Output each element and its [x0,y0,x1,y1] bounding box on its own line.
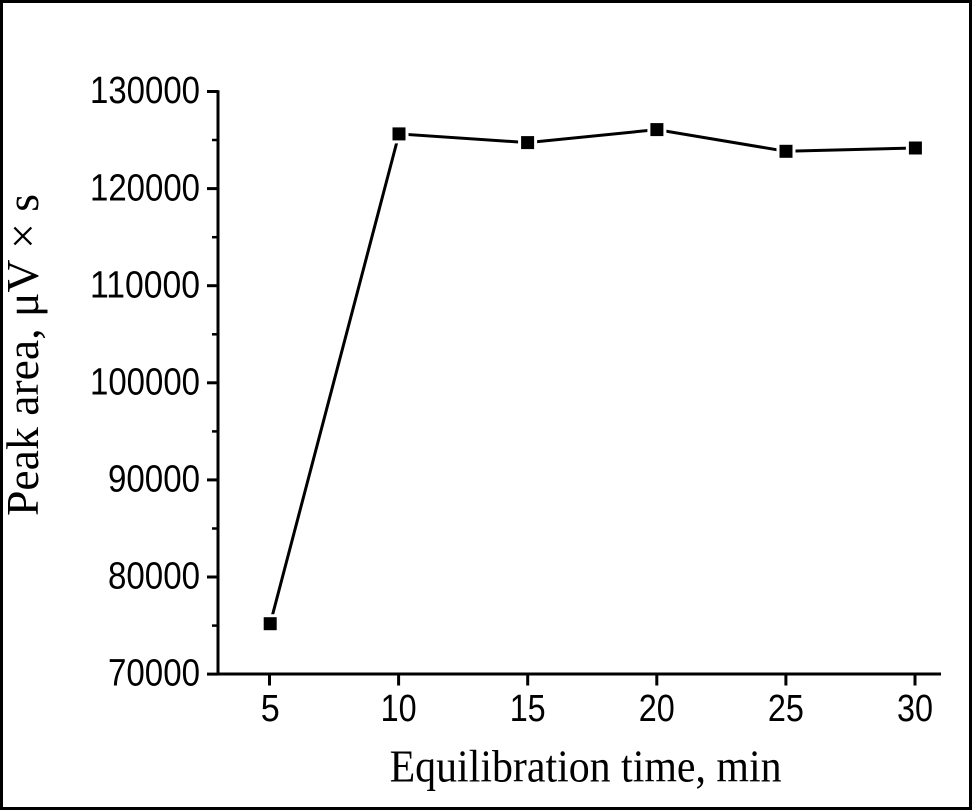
svg-text:20: 20 [639,688,675,730]
svg-text:90000: 90000 [108,459,200,501]
svg-text:100000: 100000 [90,362,200,404]
svg-text:15: 15 [510,688,546,730]
svg-text:10: 10 [381,688,417,730]
svg-text:30: 30 [897,688,933,730]
svg-text:110000: 110000 [90,264,200,306]
svg-text:Equilibration time, min: Equilibration time, min [390,741,782,791]
svg-text:70000: 70000 [108,652,200,694]
svg-text:25: 25 [768,688,804,730]
svg-text:80000: 80000 [108,556,200,598]
svg-text:Peak area, μV × s: Peak area, μV × s [0,194,48,516]
svg-text:120000: 120000 [90,167,200,209]
svg-text:130000: 130000 [90,70,200,112]
svg-text:5: 5 [261,688,280,730]
